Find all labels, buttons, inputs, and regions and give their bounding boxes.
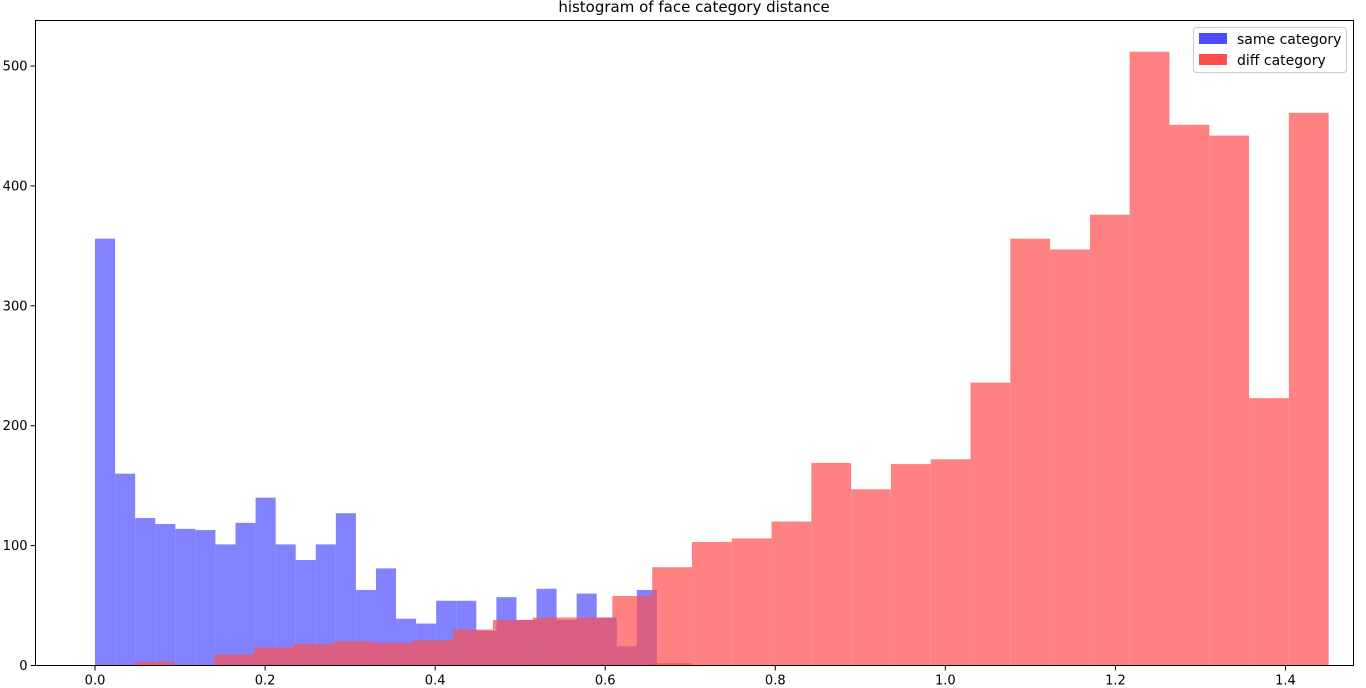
diff-category-bar	[492, 619, 533, 666]
diff-category-bar	[851, 489, 891, 666]
diff-category-bars	[134, 51, 1329, 666]
same-category-bar	[275, 544, 296, 666]
same-category-bar	[155, 524, 176, 666]
same-category-bar	[115, 473, 136, 666]
diff-category-bar	[293, 643, 334, 666]
x-tick-label: 0.4	[425, 674, 446, 688]
same-category-bar	[195, 530, 216, 666]
diff-category-bar	[771, 521, 812, 666]
legend-frame	[1193, 27, 1347, 73]
diff-category-bar	[652, 567, 692, 666]
same-category-bar	[175, 528, 196, 666]
diff-category-bar	[373, 642, 414, 666]
same-category-bars	[95, 238, 657, 666]
diff-category-bar	[612, 595, 653, 666]
diff-category-bar	[930, 459, 971, 666]
y-tick-label: 100	[3, 539, 28, 554]
x-tick-label: 0.0	[85, 674, 106, 688]
diff-category-bar	[1209, 135, 1250, 666]
x-tick-label: 0.2	[255, 674, 276, 688]
same-category-bar	[95, 238, 116, 666]
diff-category-bar	[1050, 249, 1090, 666]
same-category-bar	[215, 544, 236, 666]
same-category-bar	[375, 568, 397, 666]
y-tick-label: 300	[3, 299, 28, 314]
diff-category-bar	[333, 641, 374, 666]
legend-swatch-same	[1199, 33, 1227, 44]
legend: same category diff category	[1193, 27, 1347, 73]
diff-category-bar	[1010, 238, 1051, 666]
diff-category-bar	[214, 654, 255, 666]
plot-frame	[35, 20, 1354, 666]
diff-category-bar	[532, 617, 573, 666]
diff-category-bar	[1089, 214, 1130, 666]
y-tick-label: 500	[3, 60, 28, 75]
diff-category-bar	[890, 464, 931, 666]
diff-category-bar	[970, 382, 1011, 666]
diff-category-bar	[254, 647, 294, 666]
diff-category-bar	[413, 640, 454, 666]
same-category-bar	[255, 497, 276, 666]
same-category-bar	[135, 518, 156, 666]
same-category-bar	[295, 559, 316, 666]
legend-label-same: same category	[1237, 32, 1341, 48]
diff-category-bar	[1288, 112, 1329, 666]
x-axis: 0.0 0.2 0.4 0.6 0.8 1.0 1.2 1.4	[85, 665, 1296, 688]
y-tick-label: 0	[19, 659, 27, 674]
x-tick-label: 1.2	[1105, 674, 1126, 688]
same-category-bar	[315, 544, 336, 666]
diff-category-bar	[453, 629, 493, 666]
x-tick-label: 1.4	[1275, 674, 1296, 688]
diff-category-bar	[572, 617, 613, 666]
diff-category-bar	[691, 542, 732, 666]
diff-category-bar	[1249, 398, 1289, 666]
diff-category-bar	[731, 538, 772, 666]
legend-swatch-diff	[1199, 54, 1227, 65]
diff-category-bar	[134, 661, 175, 666]
diff-category-bar	[811, 462, 852, 666]
y-axis: 0 100 200 300 400 500	[3, 60, 36, 674]
legend-label-diff: diff category	[1237, 53, 1326, 69]
diff-category-bar	[1169, 124, 1210, 666]
y-tick-label: 400	[3, 179, 28, 194]
x-tick-label: 1.0	[935, 674, 956, 688]
diff-category-bar	[1129, 51, 1170, 666]
y-tick-label: 200	[3, 419, 28, 434]
same-category-bar	[235, 522, 256, 666]
chart-title: histogram of face category distance	[558, 0, 829, 16]
same-category-bar	[335, 513, 356, 666]
diff-category-bar	[651, 663, 692, 666]
x-tick-label: 0.6	[595, 674, 616, 688]
x-tick-label: 0.8	[765, 674, 786, 688]
